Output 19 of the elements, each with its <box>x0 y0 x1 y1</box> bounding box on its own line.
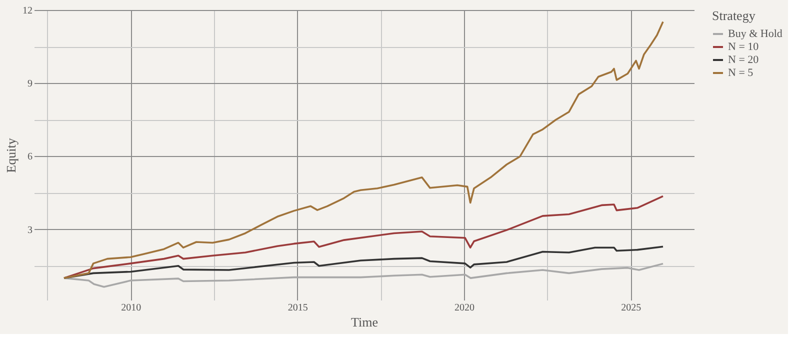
x-tick-label: 2015 <box>288 302 308 314</box>
x-tick-label: 2020 <box>454 302 474 314</box>
legend-title: Strategy <box>712 8 756 23</box>
line-series <box>63 195 664 279</box>
y-tick-label: 3 <box>28 224 32 236</box>
line-series <box>63 246 664 279</box>
y-tick-label: 6 <box>28 152 32 163</box>
legend-label: N = 5 <box>728 67 754 79</box>
legend-label: Buy & Hold <box>728 28 783 40</box>
legend-label: N = 20 <box>728 54 760 66</box>
line-series <box>63 20 664 279</box>
y-tick-label: 12 <box>22 6 32 16</box>
x-tick-label: 2025 <box>621 302 642 314</box>
y-axis-title: Equity <box>4 138 18 173</box>
y-tick-label: 9 <box>28 78 32 90</box>
x-axis-title: Time <box>351 314 378 330</box>
x-tick-label: 2010 <box>121 302 142 314</box>
line-series <box>63 262 664 288</box>
legend-label: N = 10 <box>728 41 760 53</box>
